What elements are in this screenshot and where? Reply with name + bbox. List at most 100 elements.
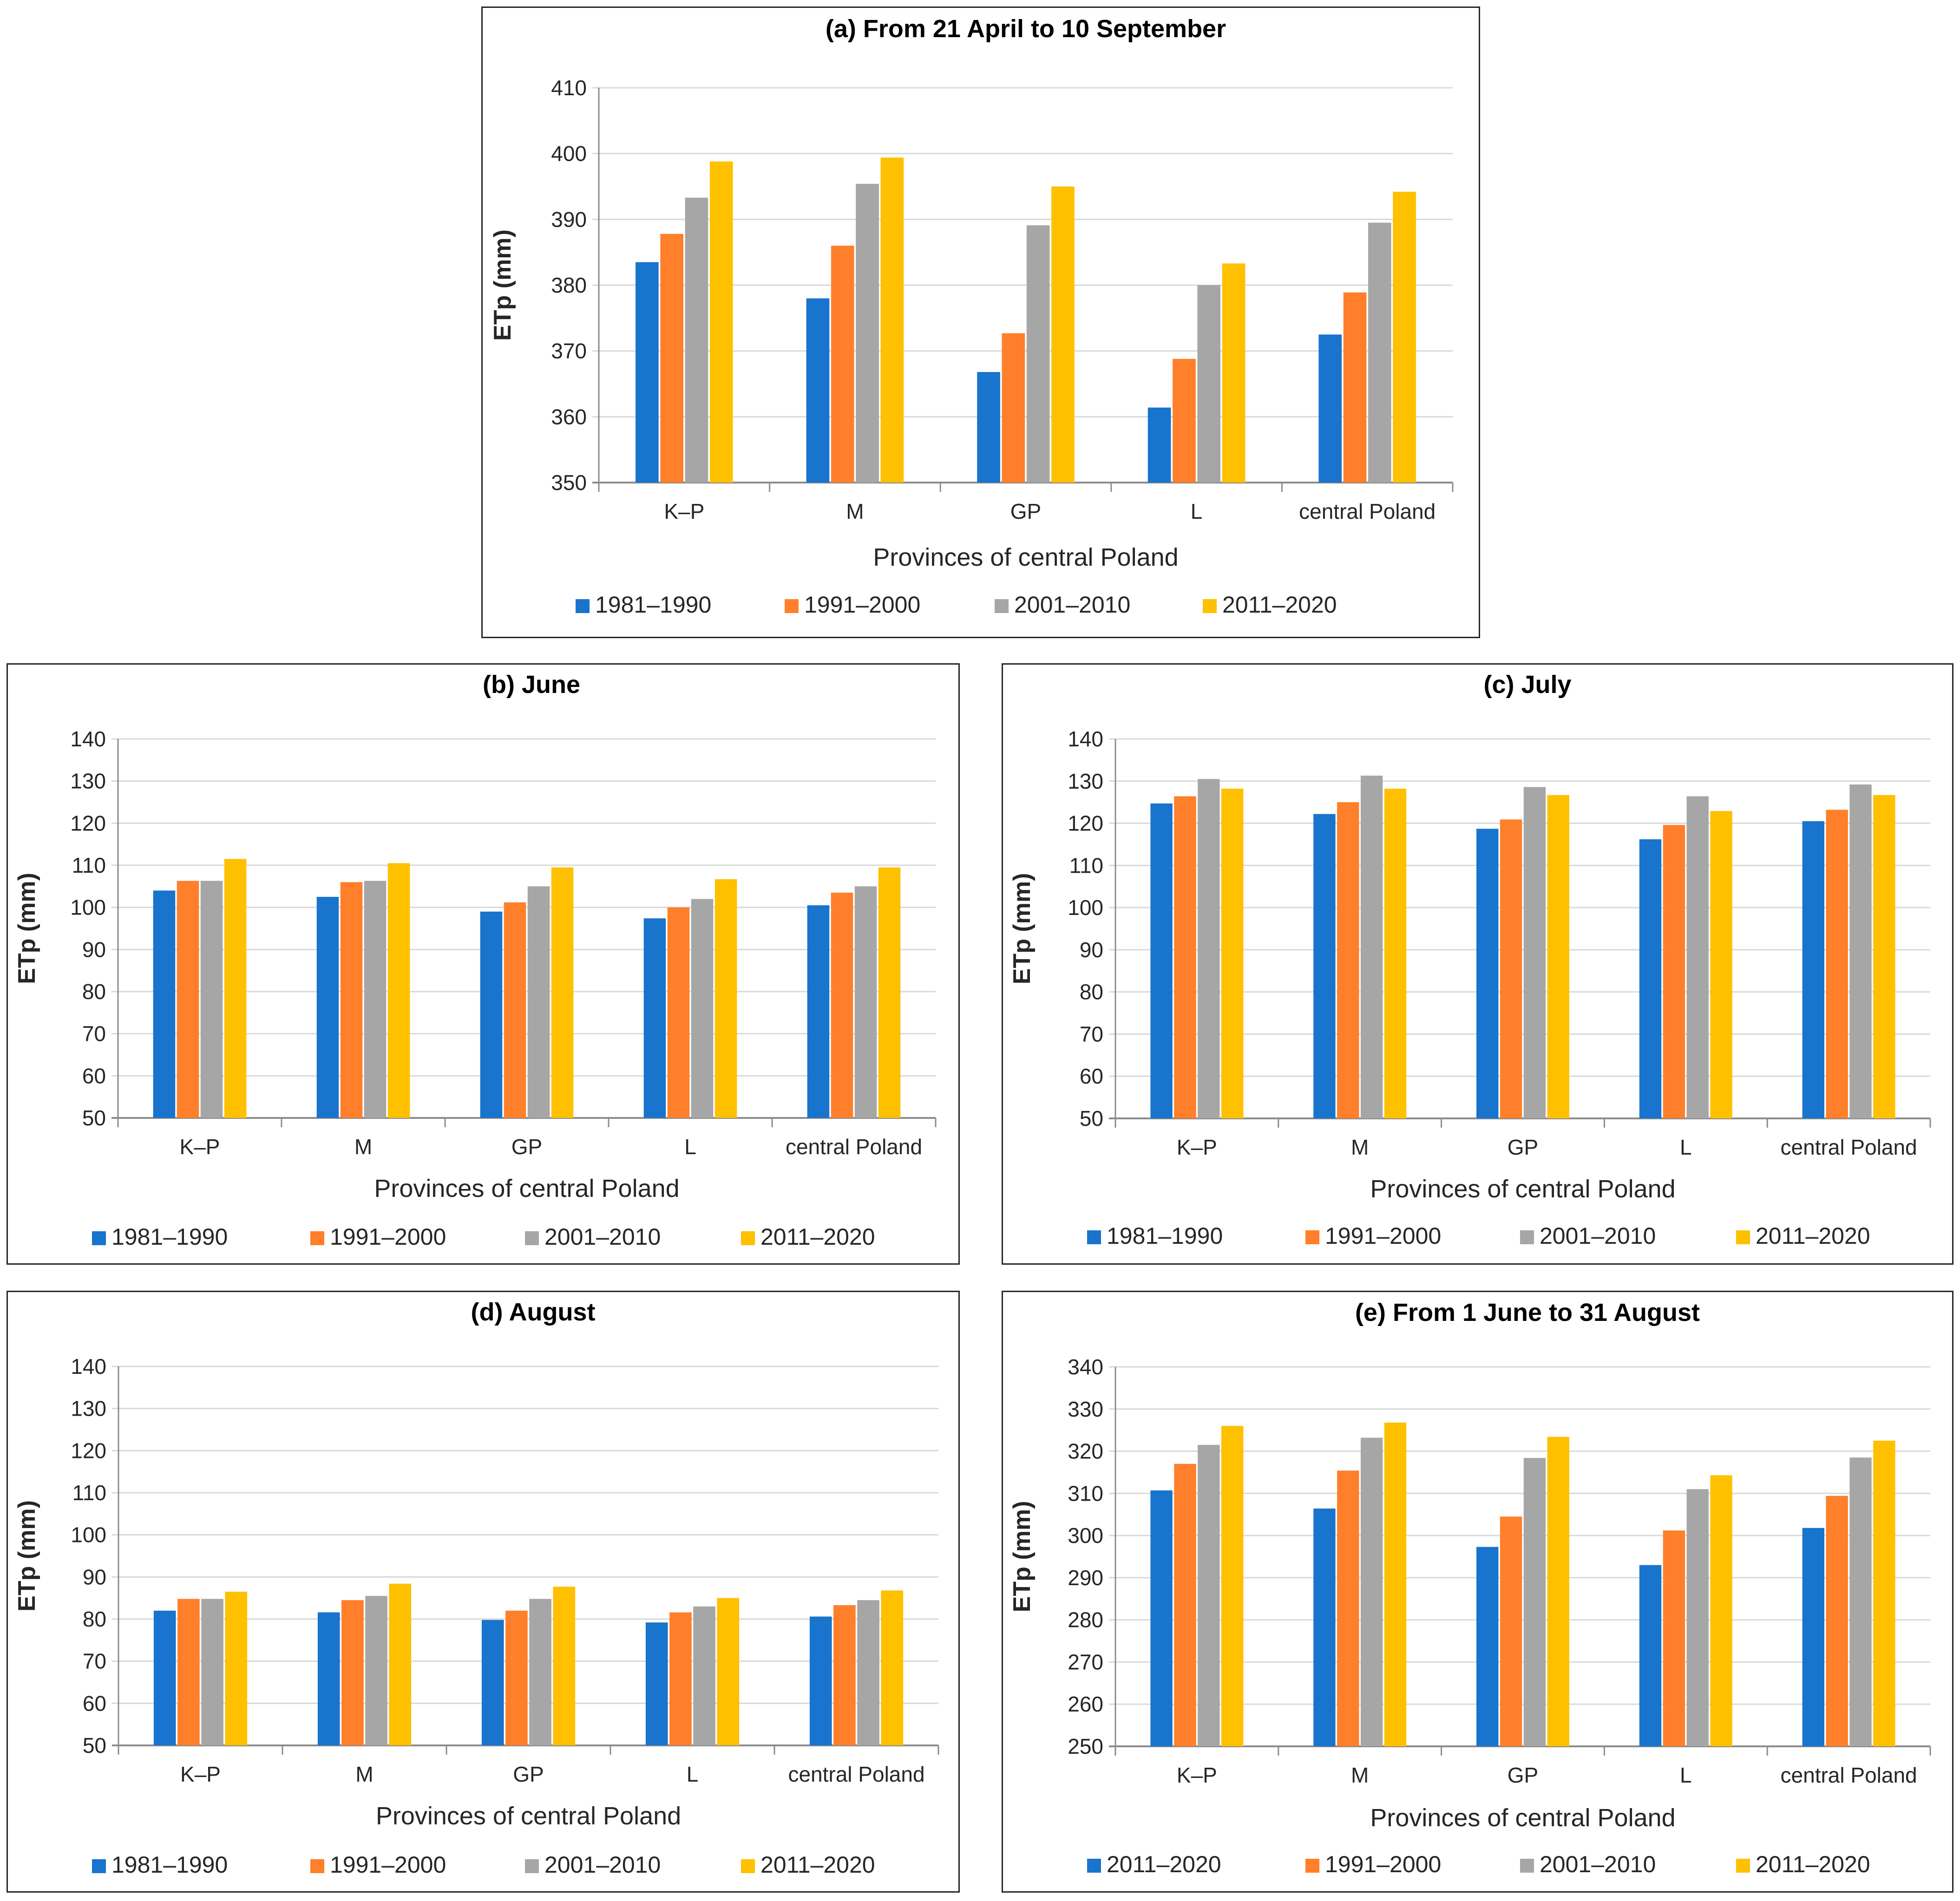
legend-label: 2011–2020 xyxy=(760,1852,875,1878)
bar-2-1 xyxy=(504,902,526,1118)
bar-3-2 xyxy=(693,1606,715,1745)
x-tick-label: GP xyxy=(511,1135,542,1159)
bar-3-1 xyxy=(1663,825,1685,1118)
y-tick-label: 370 xyxy=(551,339,587,363)
legend-label: 2001–2010 xyxy=(1540,1223,1656,1249)
bar-1-3 xyxy=(1384,789,1407,1118)
bar-2-3 xyxy=(1051,186,1075,483)
y-tick-label: 90 xyxy=(83,1565,106,1589)
bar-4-3 xyxy=(1873,1440,1895,1746)
bar-3-3 xyxy=(1222,263,1245,483)
bar-1-3 xyxy=(389,1583,412,1745)
bar-0-1 xyxy=(1174,796,1196,1118)
bar-0-1 xyxy=(177,1599,200,1745)
x-axis-title: Provinces of central Poland xyxy=(873,543,1178,571)
bar-3-2 xyxy=(1197,285,1221,483)
bar-4-3 xyxy=(1873,795,1895,1118)
bar-2-1 xyxy=(1500,1516,1522,1746)
y-tick-label: 130 xyxy=(71,1397,106,1421)
legend-label: 1981–1990 xyxy=(1107,1223,1223,1249)
bar-2-0 xyxy=(1476,829,1499,1118)
x-tick-label: K–P xyxy=(664,499,704,523)
legend-label: 2011–2020 xyxy=(1107,1851,1221,1877)
bar-2-0 xyxy=(1476,1547,1499,1746)
legend-swatch xyxy=(785,599,799,613)
x-tick-label: K–P xyxy=(180,1135,220,1159)
y-tick-label: 280 xyxy=(1068,1608,1103,1632)
bar-1-0 xyxy=(1313,814,1336,1118)
x-tick-label: L xyxy=(1680,1763,1692,1787)
y-tick-label: 340 xyxy=(1068,1355,1103,1379)
y-tick-label: 290 xyxy=(1068,1566,1103,1590)
x-tick-label: L xyxy=(687,1762,699,1786)
x-axis-title: Provinces of central Poland xyxy=(1370,1175,1675,1203)
legend-label: 1991–2000 xyxy=(330,1224,446,1250)
y-tick-label: 50 xyxy=(83,1733,106,1757)
chart-title: (d) August xyxy=(471,1298,596,1326)
x-tick-label: K–P xyxy=(1177,1135,1217,1159)
legend-label: 1981–1990 xyxy=(111,1852,228,1878)
bar-4-0 xyxy=(1318,334,1342,483)
y-tick-label: 140 xyxy=(71,1354,106,1378)
bar-3-1 xyxy=(1173,359,1196,483)
bar-0-3 xyxy=(225,1592,248,1745)
x-tick-label: L xyxy=(1680,1135,1692,1159)
x-tick-label: L xyxy=(1191,499,1203,523)
y-axis-title: ETp (mm) xyxy=(13,1500,40,1612)
x-tick-label: central Poland xyxy=(788,1762,924,1786)
legend-label: 2001–2010 xyxy=(544,1224,661,1250)
x-tick-label: M xyxy=(1351,1763,1369,1787)
bar-0-2 xyxy=(1198,779,1220,1118)
bar-4-1 xyxy=(833,1605,856,1745)
legend-swatch xyxy=(525,1859,539,1873)
bar-1-1 xyxy=(1337,802,1359,1118)
y-tick-label: 260 xyxy=(1068,1692,1103,1716)
x-tick-label: M xyxy=(354,1135,372,1159)
y-tick-label: 390 xyxy=(551,207,587,231)
x-tick-label: M xyxy=(1351,1135,1369,1159)
legend-label: 2011–2020 xyxy=(1756,1851,1870,1877)
legend-swatch xyxy=(525,1231,539,1245)
x-tick-label: GP xyxy=(1508,1763,1538,1787)
y-tick-label: 60 xyxy=(82,1064,106,1088)
legend-label: 1981–1990 xyxy=(111,1224,228,1250)
y-tick-label: 60 xyxy=(1080,1064,1103,1088)
chart-svg: (b) June 50 60 70 80 90 100 110 120 130 140 K–P M GP L… xyxy=(13,671,937,1250)
bar-0-0 xyxy=(153,1610,176,1745)
bar-2-2 xyxy=(529,1599,551,1745)
bar-3-3 xyxy=(1710,1475,1732,1746)
legend-swatch xyxy=(310,1231,324,1245)
y-tick-label: 350 xyxy=(551,470,587,495)
bar-2-3 xyxy=(1547,1437,1569,1746)
y-tick-label: 400 xyxy=(551,142,587,166)
bar-2-2 xyxy=(1523,1458,1546,1746)
x-tick-label: K–P xyxy=(1177,1763,1217,1787)
y-tick-label: 130 xyxy=(1068,769,1103,793)
y-tick-label: 100 xyxy=(70,895,106,920)
bar-0-2 xyxy=(200,881,223,1118)
y-tick-label: 310 xyxy=(1068,1481,1103,1505)
y-tick-label: 300 xyxy=(1068,1523,1103,1548)
bar-4-3 xyxy=(878,867,901,1118)
x-tick-label: L xyxy=(684,1135,696,1159)
bar-1-2 xyxy=(856,183,879,483)
chart-panel-b: (b) June 50 60 70 80 90 100 110 120 130 140 K–P M GP L… xyxy=(7,663,960,1265)
legend-swatch xyxy=(1203,599,1217,613)
y-tick-label: 50 xyxy=(82,1106,106,1130)
bar-4-0 xyxy=(809,1616,832,1745)
bar-4-2 xyxy=(1368,222,1391,483)
x-tick-label: central Poland xyxy=(786,1135,922,1159)
bar-1-0 xyxy=(1313,1509,1336,1746)
bar-3-2 xyxy=(1686,1489,1709,1746)
y-tick-label: 80 xyxy=(82,980,106,1004)
y-tick-label: 140 xyxy=(70,727,106,751)
bar-4-0 xyxy=(1802,1528,1824,1746)
bar-2-2 xyxy=(1523,787,1546,1118)
legend-label: 1991–2000 xyxy=(1325,1851,1441,1877)
y-tick-label: 120 xyxy=(1068,811,1103,836)
bar-1-2 xyxy=(365,1596,387,1745)
y-tick-label: 110 xyxy=(1069,853,1103,877)
bar-2-2 xyxy=(1026,225,1050,483)
bar-4-1 xyxy=(1826,1496,1848,1746)
bar-2-1 xyxy=(1500,819,1522,1118)
